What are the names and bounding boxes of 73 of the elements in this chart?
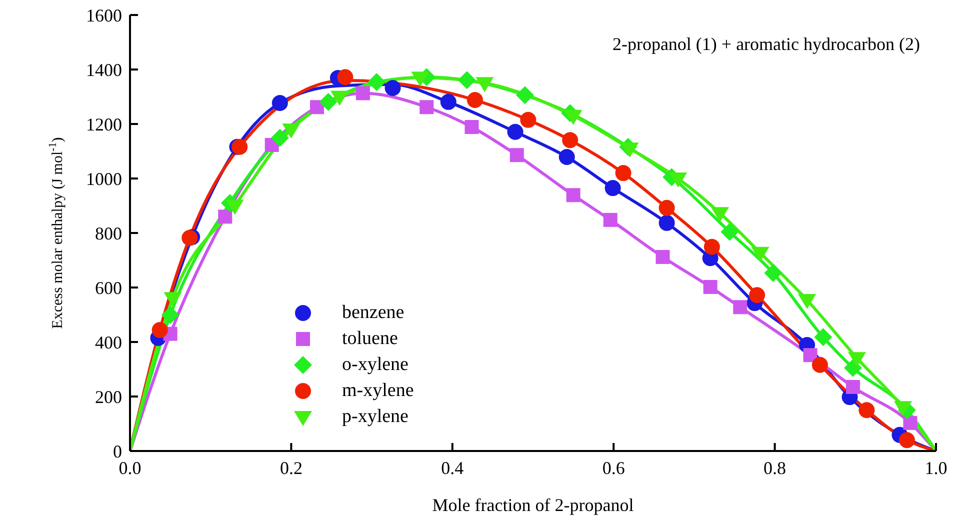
- x-tick-label: 1.0: [924, 458, 948, 478]
- y-tick-label: 1000: [86, 168, 122, 189]
- point: [704, 238, 720, 255]
- point: [844, 358, 862, 377]
- point: [733, 300, 748, 314]
- point: [226, 200, 244, 215]
- point: [814, 328, 832, 346]
- point: [310, 100, 324, 114]
- point: [703, 280, 718, 294]
- point: [903, 416, 918, 430]
- x-tick-label: 0.4: [441, 458, 464, 478]
- point: [319, 92, 338, 111]
- point: [658, 200, 675, 216]
- y-tick-label: 800: [95, 223, 122, 244]
- point: [476, 77, 494, 92]
- point: [615, 165, 632, 182]
- point: [337, 69, 354, 86]
- point: [440, 94, 456, 110]
- point: [658, 214, 675, 231]
- point: [604, 180, 621, 196]
- legend-label: o-xylene: [342, 354, 408, 376]
- point: [669, 172, 688, 188]
- point: [356, 86, 370, 100]
- point: [858, 402, 875, 418]
- point: [656, 250, 670, 264]
- point: [272, 95, 288, 112]
- point: [330, 90, 349, 106]
- point: [749, 287, 766, 304]
- point: [803, 348, 818, 362]
- point: [751, 246, 770, 262]
- point: [710, 207, 729, 222]
- point: [458, 71, 476, 90]
- y-tick-label: 400: [95, 332, 122, 352]
- point: [562, 132, 578, 148]
- point: [282, 123, 300, 138]
- point: [384, 80, 401, 96]
- y-tick-label: 200: [95, 386, 122, 407]
- x-axis-title: Mole fraction of 2-propanol: [432, 495, 634, 515]
- point: [516, 86, 534, 104]
- point: [846, 380, 860, 394]
- y-tick-label: 1200: [86, 114, 122, 134]
- y-tick-label: 1400: [86, 60, 122, 80]
- point: [510, 148, 524, 162]
- point: [898, 432, 915, 448]
- point: [218, 210, 232, 224]
- point: [564, 110, 582, 125]
- point: [764, 264, 782, 282]
- legend-label: m-xylene: [342, 380, 414, 402]
- point: [520, 112, 536, 128]
- x-tick-label: 0.2: [280, 458, 302, 478]
- annotation: 2-propanol (1) + aromatic hydrocarbon (2): [612, 34, 920, 54]
- point: [420, 100, 434, 114]
- legend-label: toluene: [342, 328, 398, 350]
- point: [620, 142, 639, 158]
- point: [507, 124, 524, 140]
- point: [558, 148, 575, 165]
- legend-label: benzene: [342, 302, 404, 324]
- point: [411, 72, 430, 87]
- y-tick-label: 1600: [86, 5, 122, 26]
- x-tick-label: 0.6: [602, 458, 625, 478]
- y-tick-label: 600: [95, 278, 122, 298]
- point: [466, 92, 483, 108]
- point: [566, 188, 580, 202]
- legend-label: p-xylene: [342, 406, 408, 428]
- point: [464, 120, 479, 134]
- point: [812, 356, 828, 373]
- point: [270, 128, 289, 147]
- point: [368, 73, 386, 92]
- point: [720, 222, 739, 241]
- point: [603, 212, 618, 227]
- point: [161, 306, 180, 324]
- x-tick-label: 0.8: [764, 458, 786, 478]
- point: [152, 322, 168, 338]
